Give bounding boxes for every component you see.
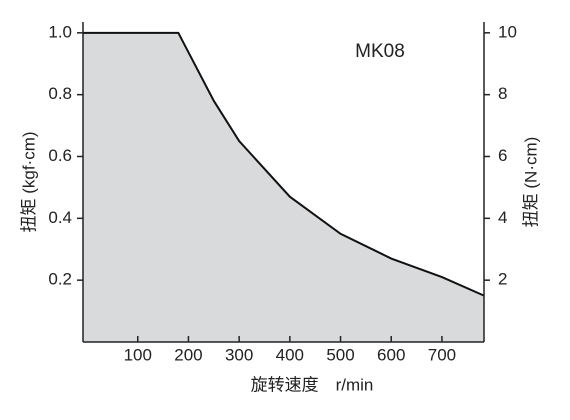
y2-axis-label: 扭矩 (N·cm) — [521, 137, 540, 228]
area-fill — [83, 32, 484, 342]
x-tick-label: 600 — [377, 345, 405, 364]
y2-tick-label: 2 — [498, 270, 507, 289]
y-axis-label: 扭矩 (kgf·cm) — [19, 131, 38, 232]
y-tick-label: 1.0 — [48, 22, 72, 41]
x-tick-label: 200 — [174, 345, 202, 364]
x-tick-label: 500 — [326, 345, 354, 364]
y2-tick-label: 4 — [498, 208, 507, 227]
x-tick-label: 100 — [124, 345, 152, 364]
curve — [83, 31, 485, 297]
y-tick-label: 0.8 — [48, 84, 72, 103]
x-tick-label: 700 — [428, 345, 456, 364]
y2-tick-label: 10 — [498, 22, 517, 41]
y2-tick-label: 6 — [498, 146, 507, 165]
annotation: MK08 — [355, 41, 405, 62]
x-tick-label: 300 — [225, 345, 253, 364]
y-tick-label: 0.6 — [48, 146, 72, 165]
x-tick-label: 400 — [276, 345, 304, 364]
y-tick-label: 0.4 — [48, 208, 72, 227]
x-axis-label: 旋转速度 r/min — [251, 375, 374, 394]
y2-tick-label: 8 — [498, 84, 507, 103]
y-tick-label: 0.2 — [48, 270, 72, 289]
